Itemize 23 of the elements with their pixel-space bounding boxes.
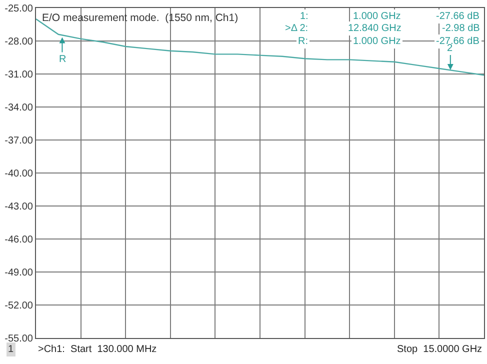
text: 1 (8, 344, 14, 355)
y-tick-label: -25.00 (4, 4, 34, 14)
annotation: 1.000 GHz (353, 36, 401, 47)
y-tick-label: -28.00 (4, 36, 34, 48)
y-tick-label: -49.00 (4, 268, 34, 278)
text: >Ch1: Start 130.000 MHz (38, 344, 157, 355)
y-tick-label: -40.00 (4, 168, 34, 180)
annotation: 12.840 GHz (348, 23, 402, 34)
annotation: 1.000 GHz (353, 11, 401, 22)
annotation: R (59, 54, 66, 65)
annotation: R: (298, 36, 308, 47)
y-tick-label: -43.00 (4, 202, 34, 212)
y-tick-label: -46.00 (4, 234, 34, 246)
annotation: -2.98 dB (442, 23, 480, 34)
y-tick-label: -55.00 (4, 334, 34, 344)
annotation: 1: (300, 11, 308, 22)
annotation: >Δ 2: (285, 23, 308, 34)
y-tick-label: -37.00 (4, 136, 34, 146)
y-tick-label: -52.00 (4, 300, 34, 312)
annotation: -27.66 dB (436, 11, 480, 22)
y-tick-label: -34.00 (4, 102, 34, 114)
y-tick-label: -31.00 (4, 70, 34, 80)
text: Stop 15.0000 GHz (397, 344, 482, 355)
